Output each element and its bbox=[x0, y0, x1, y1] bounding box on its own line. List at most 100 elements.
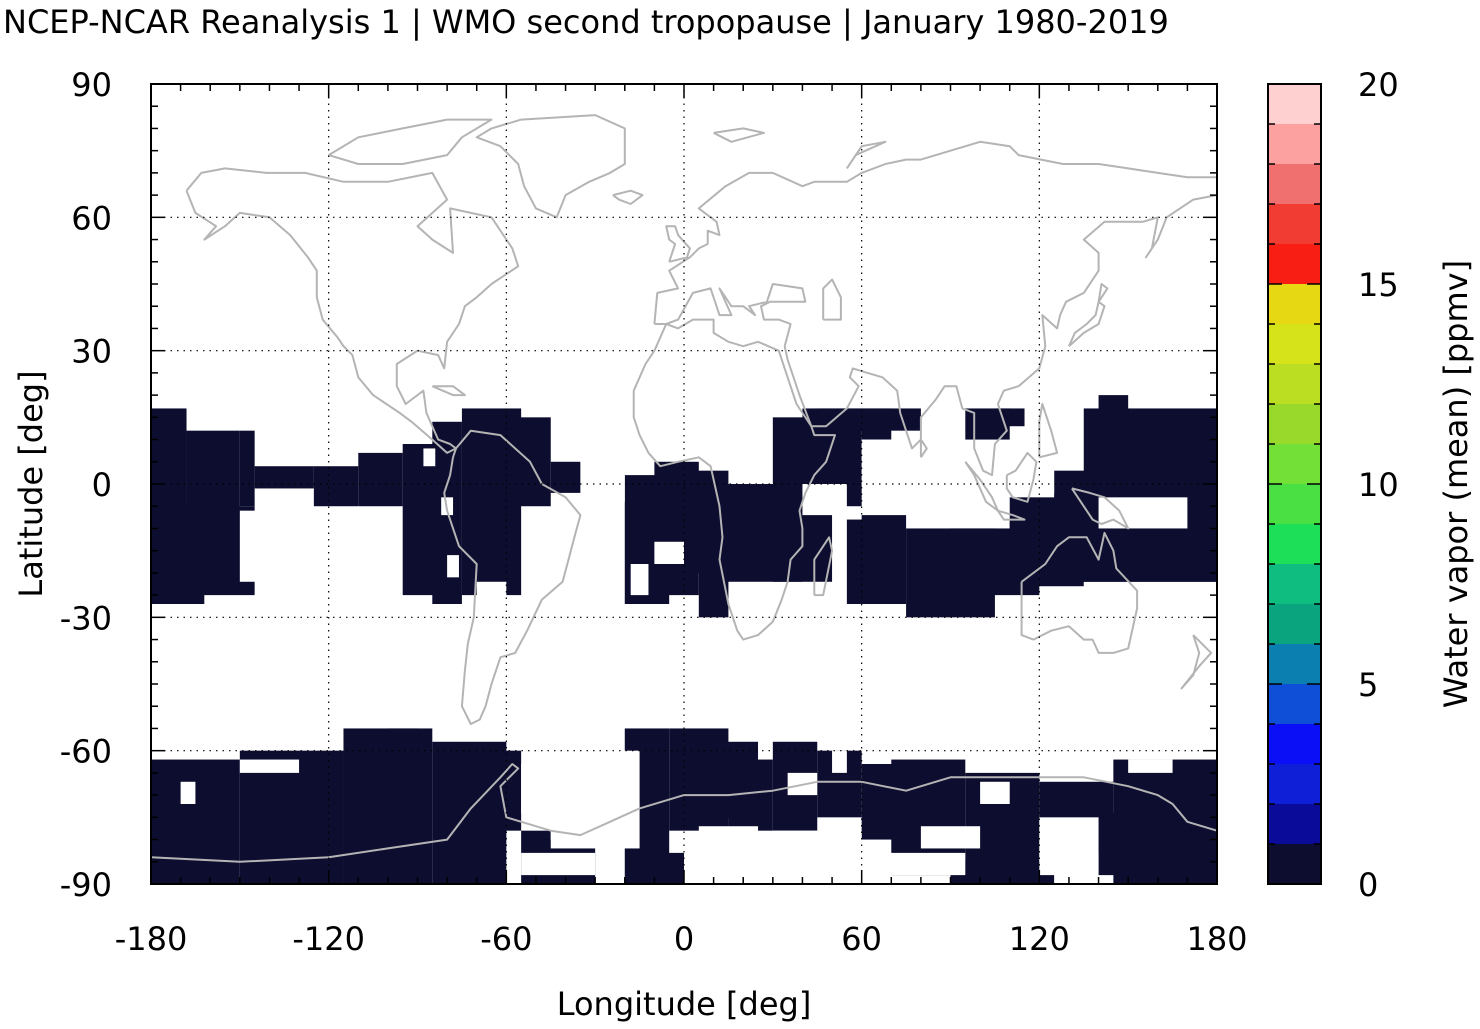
colorbar-swatch bbox=[1268, 444, 1321, 484]
coastline bbox=[919, 438, 928, 458]
data-cell bbox=[817, 408, 921, 431]
coastline bbox=[653, 140, 1218, 477]
nodata-cell bbox=[1128, 759, 1173, 773]
y-axis-label: Latitude [deg] bbox=[12, 370, 50, 597]
nodata-cell bbox=[476, 581, 507, 604]
data-cell bbox=[550, 461, 581, 493]
nodata-cell bbox=[521, 764, 536, 813]
data-cell bbox=[151, 506, 255, 596]
data-cell bbox=[387, 728, 418, 884]
x-tick-label: 180 bbox=[1186, 920, 1247, 958]
nodata-cell bbox=[832, 750, 847, 773]
gridlines bbox=[151, 84, 1217, 884]
colorbar-swatch bbox=[1268, 684, 1321, 724]
colorbar-swatch bbox=[1268, 484, 1321, 524]
nodata-cell bbox=[447, 555, 459, 578]
y-tick-label: 90 bbox=[71, 66, 112, 104]
x-tick-label: -180 bbox=[115, 920, 188, 958]
colorbar-swatch bbox=[1268, 164, 1321, 204]
figure-title: NCEP-NCAR Reanalysis 1 | WMO second trop… bbox=[3, 3, 1169, 41]
colorbar-tick-label: 15 bbox=[1358, 266, 1399, 304]
colorbar-swatch bbox=[1268, 204, 1321, 244]
colorbar-swatch bbox=[1268, 524, 1321, 564]
y-tick-label: -90 bbox=[60, 866, 112, 904]
data-cell bbox=[994, 408, 1025, 427]
coastline bbox=[150, 763, 1218, 863]
coastline bbox=[185, 167, 520, 454]
nodata-cell bbox=[654, 541, 684, 564]
coastline bbox=[1180, 634, 1213, 690]
nodata-cell bbox=[630, 564, 649, 596]
coastline bbox=[846, 140, 887, 169]
nodata-cell bbox=[609, 470, 625, 502]
coastline bbox=[713, 127, 765, 143]
nodata-cell bbox=[802, 484, 847, 516]
colorbar-swatch bbox=[1268, 324, 1321, 364]
nodata-cell bbox=[950, 448, 1010, 493]
colorbar-swatch bbox=[1268, 804, 1321, 844]
data-cell bbox=[1187, 417, 1217, 484]
colorbar-swatch bbox=[1268, 244, 1321, 284]
colorbar-tick-label: 5 bbox=[1358, 666, 1378, 704]
y-tick-label: -30 bbox=[60, 599, 112, 637]
nodata-cell bbox=[861, 439, 907, 484]
x-tick-label: -60 bbox=[480, 920, 532, 958]
colorbar: 0 5 10 15 20 Water vapor (mean) [ppmv] bbox=[1267, 66, 1475, 904]
colorbar-swatch bbox=[1268, 284, 1321, 324]
nodata-cell bbox=[1098, 497, 1188, 529]
y-tick-label: 30 bbox=[71, 333, 112, 371]
colorbar-swatch bbox=[1268, 124, 1321, 164]
nodata-cell bbox=[920, 826, 981, 849]
colorbar-swatch bbox=[1268, 364, 1321, 404]
nodata-cell bbox=[980, 781, 1010, 804]
coastline bbox=[997, 509, 1026, 521]
data-cell bbox=[950, 861, 1055, 884]
y-tick-label: 0 bbox=[92, 466, 112, 504]
nodata-cell bbox=[239, 759, 300, 773]
colorbar-swatch bbox=[1268, 644, 1321, 684]
x-tick-label: 120 bbox=[1009, 920, 1070, 958]
coastline bbox=[475, 114, 626, 219]
plot-area bbox=[150, 83, 1218, 885]
x-tick-labels: -180 -120 -60 0 60 120 180 bbox=[115, 920, 1248, 958]
coastline bbox=[632, 318, 836, 641]
minor-ticks bbox=[150, 83, 1218, 885]
nodata-cell bbox=[772, 830, 862, 862]
data-cell bbox=[239, 430, 255, 507]
nodata-cell bbox=[1039, 817, 1099, 876]
data-cells bbox=[151, 395, 1217, 884]
x-tick-label: -120 bbox=[292, 920, 365, 958]
data-cell bbox=[861, 515, 907, 604]
x-tick-label: 0 bbox=[674, 920, 694, 958]
nodata-cell bbox=[239, 510, 388, 582]
colorbar-tick-label: 10 bbox=[1358, 466, 1399, 504]
coastline bbox=[1020, 531, 1139, 654]
coastline bbox=[822, 278, 842, 321]
colorbar-tick-label: 20 bbox=[1358, 66, 1399, 104]
colorbar-swatch bbox=[1268, 724, 1321, 764]
data-cell bbox=[1142, 830, 1217, 884]
nodata-cell bbox=[698, 826, 759, 862]
nodata-cell bbox=[861, 852, 966, 876]
colorbar-swatch bbox=[1268, 404, 1321, 444]
nodata-cell bbox=[180, 781, 196, 804]
coastline bbox=[443, 429, 582, 725]
nodata-cell bbox=[1024, 466, 1055, 493]
data-cell bbox=[151, 759, 240, 884]
nodata-cell bbox=[521, 852, 596, 876]
coastline bbox=[1071, 487, 1130, 530]
y-tick-label: -60 bbox=[60, 733, 112, 771]
coastline bbox=[665, 225, 691, 263]
data-cell bbox=[358, 452, 403, 507]
nodata-cell bbox=[550, 750, 640, 849]
colorbar-swatch bbox=[1268, 844, 1321, 884]
colorbar-swatches bbox=[1268, 84, 1321, 884]
colorbar-label: Water vapor (mean) [ppmv] bbox=[1437, 260, 1475, 708]
nodata-cell bbox=[423, 448, 436, 467]
coastlines bbox=[150, 114, 1218, 863]
y-tick-label: 60 bbox=[71, 199, 112, 237]
colorbar-swatch bbox=[1268, 604, 1321, 644]
x-axis-label: Longitude [deg] bbox=[557, 985, 812, 1023]
y-tick-labels: 90 60 30 0 -30 -60 -90 bbox=[60, 66, 112, 904]
